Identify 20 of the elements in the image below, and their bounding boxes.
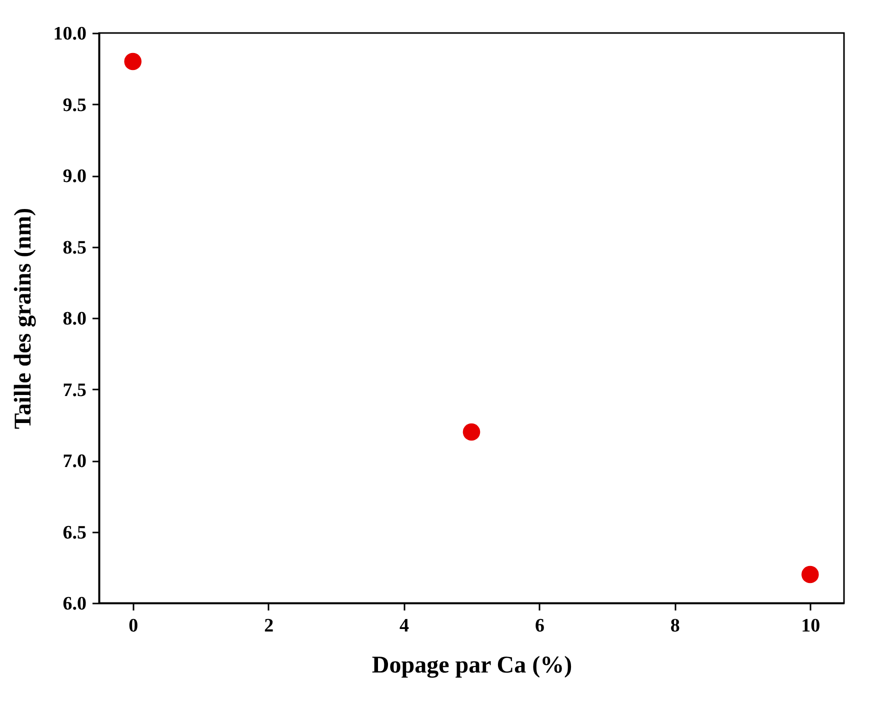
x-tick-label: 6 xyxy=(534,616,544,636)
point xyxy=(124,52,142,70)
y-tick-label: 9.5 xyxy=(62,94,86,116)
y-tick-label: 7.5 xyxy=(62,380,86,401)
x-axis-title: Dopage par Ca (%) xyxy=(372,652,572,678)
y-tick-label: 7.0 xyxy=(62,451,86,472)
y-axis-title: Taille des grains (nm) xyxy=(10,208,36,430)
x-tick-label: 2 xyxy=(264,616,274,636)
x-tick-label: 4 xyxy=(400,616,410,636)
y-tick-label: 6.0 xyxy=(62,594,86,614)
x-tick-label: 8 xyxy=(670,616,680,636)
y-tick-label: 10.0 xyxy=(53,24,86,44)
y-tick-label: 9.0 xyxy=(62,166,86,187)
point xyxy=(462,423,480,441)
y-tick-label: 6.5 xyxy=(62,522,86,544)
y-tick-label: 8.0 xyxy=(62,308,86,330)
x-tick-label: 10 xyxy=(801,616,820,636)
point xyxy=(801,566,819,584)
y-tick-label: 8.5 xyxy=(62,237,86,258)
x-tick-label: 0 xyxy=(128,616,138,636)
